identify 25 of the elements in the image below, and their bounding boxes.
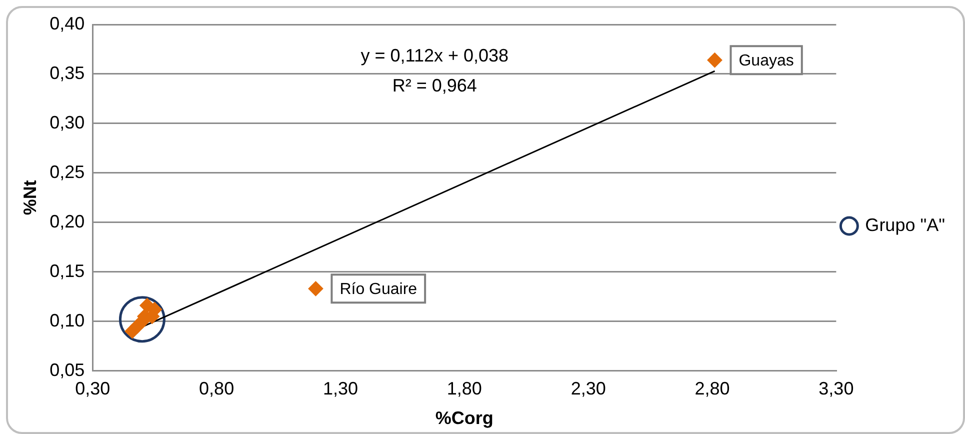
y-tick-label: 0,10 [50, 310, 85, 330]
point [707, 52, 722, 68]
y-tick-label: 0,05 [50, 360, 85, 380]
point [308, 281, 324, 296]
annotation: Río Guaire [340, 281, 418, 298]
y-tick-label: 0,20 [50, 211, 85, 232]
x-tick-label: 2,30 [570, 378, 606, 399]
y-tick-label: 0,15 [50, 260, 85, 281]
y-tick-label: 0,25 [50, 162, 85, 182]
annotation: y = 0,112x + 0,038 [360, 45, 509, 66]
y-tick-label: 0,40 [50, 13, 85, 34]
y-tick-label: 0,30 [50, 112, 85, 132]
legend-label: Grupo "A" [865, 214, 946, 235]
y-axis-title: %Nt [20, 180, 40, 216]
annotation: Guayas [738, 52, 794, 70]
x-tick-label: 1,80 [446, 378, 482, 399]
point [118, 296, 166, 343]
x-tick-label: 1,30 [322, 378, 358, 399]
x-tick-label: 0,80 [199, 378, 234, 399]
x-tick-label: 2,80 [694, 378, 730, 399]
annotation: R² = 0,964 [392, 75, 477, 96]
y-tick-label: 0,35 [50, 62, 85, 83]
x-tick-label: 3,30 [818, 378, 854, 399]
x-axis-title: %Corg [435, 408, 494, 428]
x-tick-label: 0,30 [75, 378, 110, 399]
